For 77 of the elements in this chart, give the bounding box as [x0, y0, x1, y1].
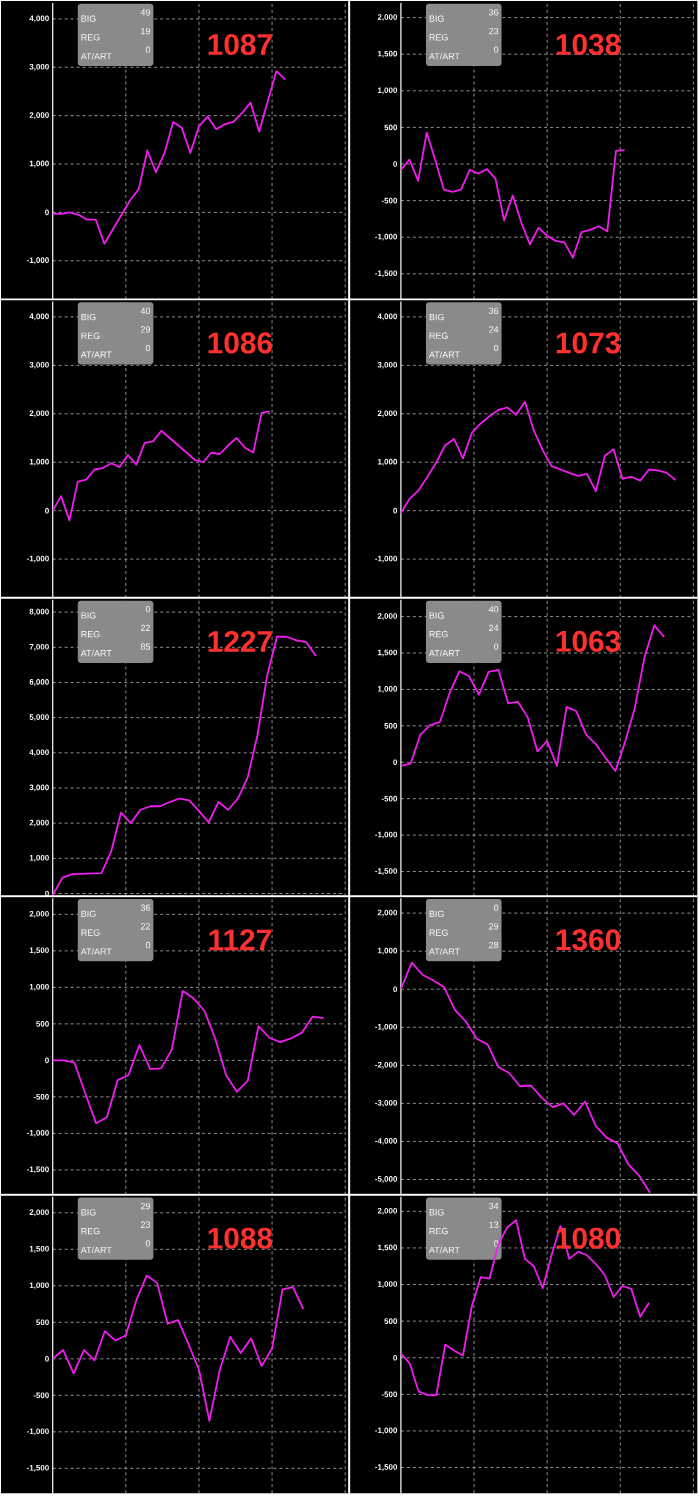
text: 1360: [556, 929, 620, 951]
annotation: BIG: [81, 1209, 96, 1216]
annotation: 0: [145, 941, 150, 949]
annotation: 13: [489, 1221, 499, 1228]
line-series: [51, 1274, 305, 1422]
annotation: REG: [429, 631, 448, 638]
annotation: BIG: [429, 612, 444, 619]
annotation: 34: [488, 1202, 499, 1210]
annotation: 28: [488, 941, 499, 949]
text: 1127: [209, 929, 271, 951]
annotation: BIG: [81, 313, 96, 321]
annotation: REG: [81, 1227, 100, 1235]
text: 1038: [556, 33, 621, 56]
annotation: 0: [493, 643, 499, 650]
annotation: 29: [488, 923, 498, 930]
annotation: 0: [493, 345, 499, 352]
annotation: BIG: [81, 910, 96, 918]
annotation: 22: [140, 923, 150, 930]
annotation: AT/ART: [80, 649, 112, 657]
text: 1087: [208, 33, 272, 56]
annotation: REG: [81, 332, 100, 339]
annotation: 85: [140, 643, 150, 650]
text: 1063: [556, 630, 621, 652]
line-series: [51, 990, 325, 1125]
annotation: AT/ART: [428, 52, 460, 60]
annotation: 22: [140, 624, 150, 632]
annotation: AT/ART: [80, 948, 112, 955]
annotation: 23: [488, 27, 499, 35]
annotation: AT/ART: [428, 351, 460, 358]
annotation: 24: [488, 624, 499, 632]
annotation: REG: [81, 929, 100, 936]
annotation: AT/ART: [80, 1246, 112, 1254]
annotation: 0: [493, 46, 499, 53]
annotation: AT/ART: [80, 52, 112, 60]
annotation: BIG: [81, 15, 96, 22]
text: 1073: [556, 332, 621, 354]
line-series: [399, 624, 665, 772]
annotation: 0: [493, 1240, 499, 1247]
annotation: 36: [140, 904, 150, 911]
annotation: REG: [81, 34, 100, 41]
annotation: AT/ART: [428, 948, 460, 955]
annotation: AT/ART: [428, 1246, 460, 1254]
annotation: 0: [145, 606, 150, 613]
line-series: [399, 131, 626, 259]
annotation: BIG: [81, 612, 96, 619]
annotation: REG: [429, 1227, 448, 1235]
annotation: 0: [145, 1240, 150, 1247]
annotation: BIG: [429, 15, 444, 22]
annotation: 29: [140, 1202, 150, 1210]
annotation: 24: [488, 326, 499, 333]
text: 1088: [208, 1227, 272, 1249]
annotation: 49: [140, 9, 150, 16]
annotation: BIG: [429, 313, 444, 321]
annotation: 0: [145, 345, 150, 352]
text: 1086: [208, 332, 272, 354]
annotation: REG: [429, 34, 448, 41]
annotation: BIG: [429, 910, 444, 918]
line-series: [399, 1219, 650, 1396]
annotation: 0: [493, 904, 499, 911]
annotation: 36: [488, 307, 499, 314]
line-series: [399, 961, 651, 1194]
annotation: 36: [488, 9, 499, 16]
line-series: [399, 400, 677, 514]
line-series: [51, 70, 286, 245]
annotation: 29: [140, 326, 150, 333]
annotation: 40: [488, 606, 499, 613]
annotation: 23: [140, 1221, 150, 1228]
annotation: 0: [145, 46, 150, 53]
annotation: REG: [81, 631, 100, 638]
annotation: BIG: [429, 1209, 444, 1216]
annotation: REG: [429, 929, 448, 936]
text: 1227: [208, 630, 272, 652]
annotation: REG: [429, 332, 448, 339]
annotation: 19: [140, 27, 150, 35]
annotation: 40: [140, 307, 150, 314]
annotation: AT/ART: [80, 351, 112, 358]
annotation: AT/ART: [428, 649, 460, 657]
